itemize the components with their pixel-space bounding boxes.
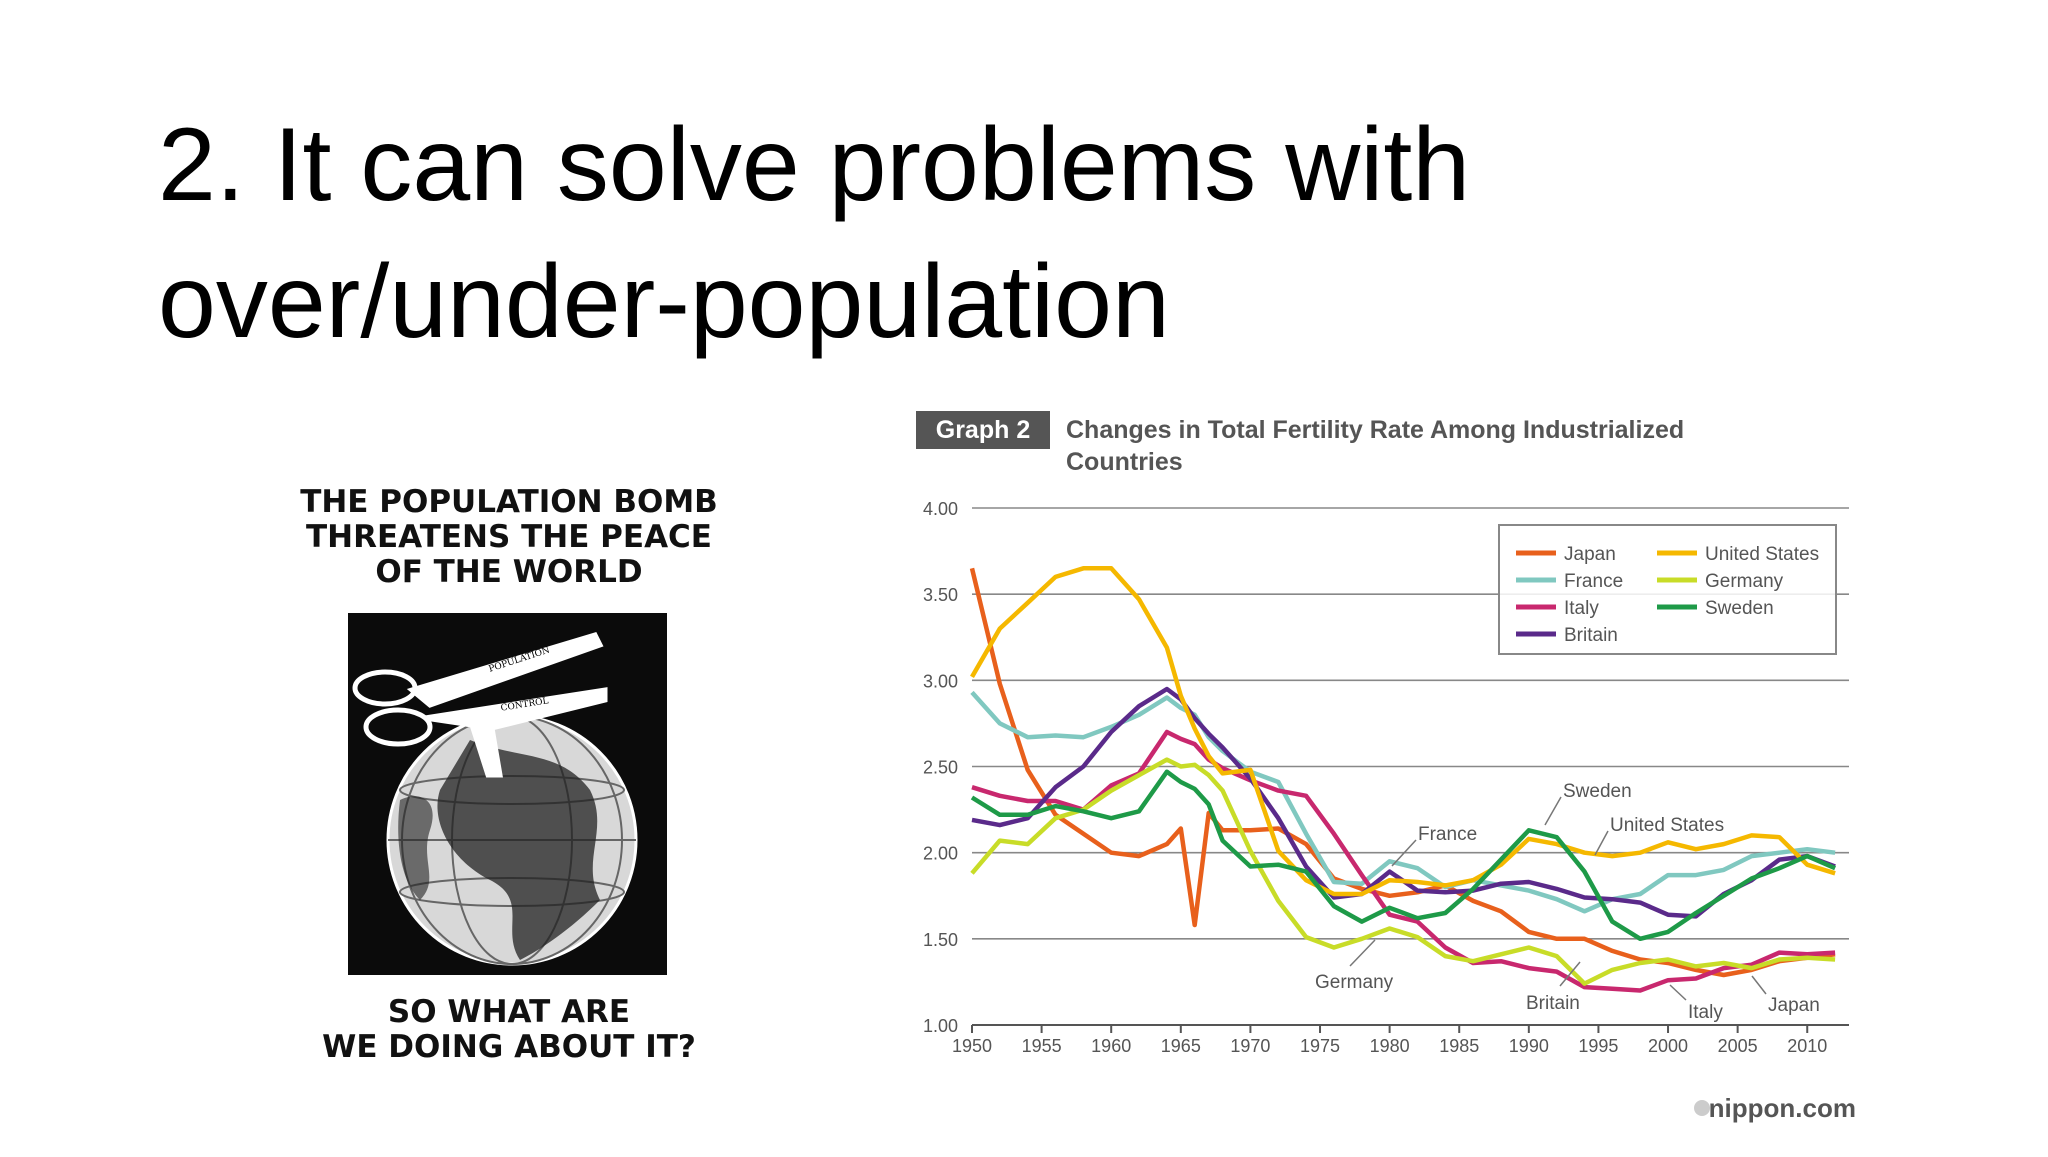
x-tick-label: 1955: [1022, 1036, 1062, 1056]
series-line: [970, 566, 1836, 897]
series-line: [970, 769, 1836, 942]
x-tick-label: 2000: [1648, 1036, 1688, 1056]
poster-headline: THREATENS THE PEACE: [306, 519, 712, 555]
graph-badge-bg: [916, 411, 1050, 449]
x-tick-label: 1980: [1370, 1036, 1410, 1056]
y-tick-label: 2.00: [923, 844, 958, 864]
legend-label: Britain: [1564, 625, 1618, 646]
x-tick-label: 1960: [1091, 1036, 1131, 1056]
y-tick-label: 3.50: [923, 585, 958, 605]
source: nippon.com: [1709, 1093, 1856, 1123]
legend-label: France: [1564, 571, 1623, 592]
poster-footer: WE DOING ABOUT IT?: [322, 1029, 696, 1065]
series-line: [971, 729, 1836, 993]
annotation-leader: [1544, 796, 1562, 826]
series-line: [970, 757, 1836, 986]
annotation: France: [1418, 824, 1477, 845]
y-tick-label: 2.50: [923, 758, 958, 778]
poster-headline: OF THE WORLD: [375, 554, 642, 590]
slide-title: 2. It can solve problems with: [158, 107, 1470, 223]
series-line: [971, 686, 1836, 919]
globe: [386, 714, 638, 966]
legend-label: Japan: [1564, 544, 1616, 565]
chart-title: Countries: [1066, 448, 1183, 476]
x-tick-label: 1995: [1578, 1036, 1618, 1056]
x-tick-label: 2010: [1787, 1036, 1827, 1056]
x-tick-label: 1965: [1161, 1036, 1201, 1056]
annotation: Germany: [1315, 972, 1394, 993]
annotation-leader: [1391, 839, 1417, 867]
annotation-leader: [1349, 939, 1376, 967]
y-tick-label: 1.50: [923, 930, 958, 950]
x-tick-label: 1990: [1509, 1036, 1549, 1056]
legend-label: United States: [1705, 544, 1819, 565]
annotation: Sweden: [1563, 781, 1632, 802]
y-tick-label: 4.00: [923, 499, 958, 519]
scissors: [352, 632, 608, 778]
y-tick-label: 3.00: [923, 671, 958, 691]
x-tick-label: 1950: [952, 1036, 992, 1056]
x-tick-label: 1970: [1230, 1036, 1270, 1056]
annotation: Britain: [1526, 993, 1580, 1014]
source-dot: [1694, 1100, 1710, 1116]
annotation: Italy: [1688, 1002, 1723, 1023]
legend-label: Germany: [1705, 571, 1784, 592]
x-tick-label: 1975: [1300, 1036, 1340, 1056]
annotation: United States: [1610, 815, 1724, 836]
annotation-leader: [1751, 975, 1767, 995]
slide-title: over/under-population: [158, 244, 1170, 360]
poster-footer: SO WHAT ARE: [388, 994, 630, 1030]
annotation-leader: [1669, 984, 1687, 1001]
annotation: Japan: [1768, 995, 1820, 1016]
x-tick-label: 2005: [1718, 1036, 1758, 1056]
poster: THE POPULATION BOMB THREATENS THE PEACE …: [300, 484, 718, 1065]
chart-title: Changes in Total Fertility Rate Among In…: [1066, 416, 1684, 444]
x-tick-label: 1985: [1439, 1036, 1479, 1056]
poster-headline: THE POPULATION BOMB: [300, 484, 718, 520]
annotation-leader: [1559, 961, 1581, 987]
graph-badge: Graph 2: [936, 416, 1030, 444]
annotation-leader: [1594, 830, 1609, 856]
legend-label: Sweden: [1705, 598, 1774, 619]
y-tick-label: 1.00: [923, 1016, 958, 1036]
legend-label: Italy: [1564, 598, 1599, 619]
